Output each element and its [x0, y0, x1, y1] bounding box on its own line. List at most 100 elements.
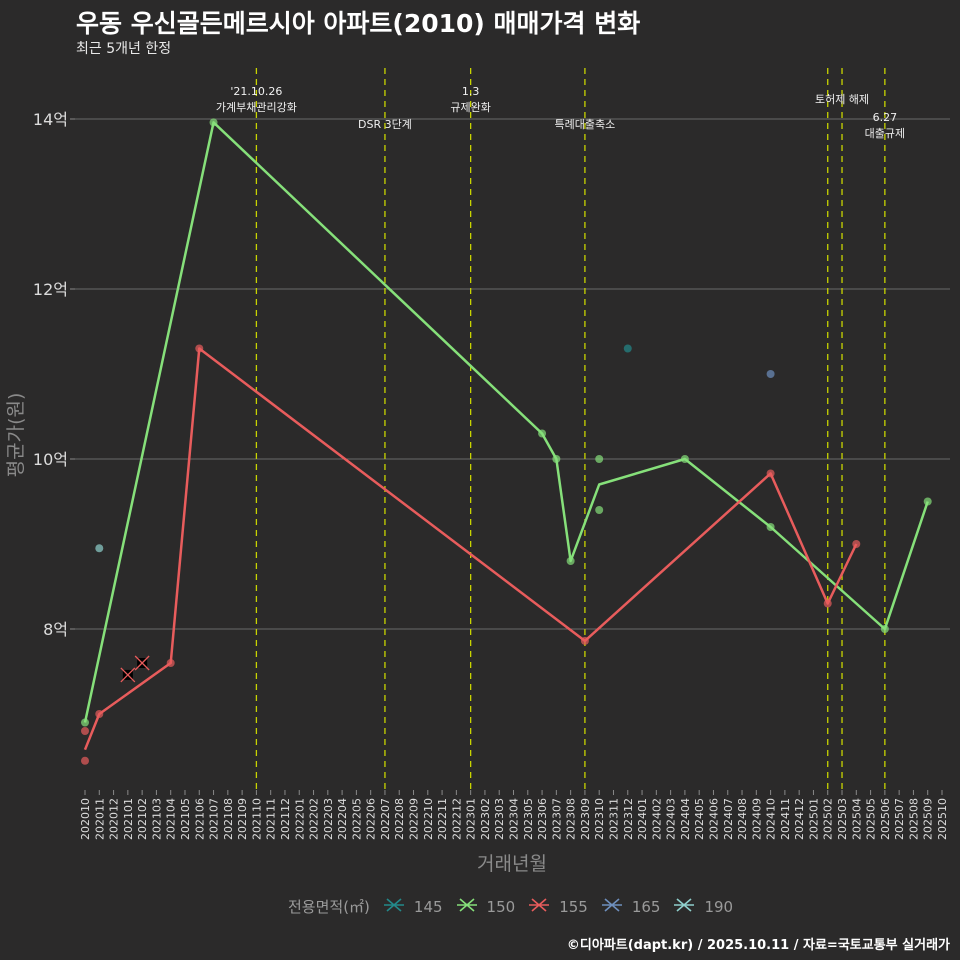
x-tick-label: 202302: [479, 798, 492, 840]
event-label: 6.27: [873, 111, 898, 124]
x-tick-label: 202502: [822, 798, 835, 840]
event-label: 토허제 해제: [815, 92, 869, 106]
cancelled-x: [134, 655, 150, 671]
x-tick-label: 202103: [150, 798, 163, 840]
x-tick-label: 202203: [322, 798, 335, 840]
cancelled-x: [120, 667, 136, 683]
legend-item-145: 145: [382, 897, 443, 917]
event-label: 1.3: [462, 85, 480, 98]
data-point-155: [766, 469, 775, 478]
data-point-190: [95, 544, 104, 553]
x-tick-label: 202407: [722, 798, 735, 840]
x-tick-label: 202110: [250, 798, 263, 840]
x-tick-label: 202305: [522, 798, 535, 840]
x-tick-label: 202108: [222, 798, 235, 840]
x-tick-label: 202301: [465, 798, 478, 840]
x-tick-label: 202403: [665, 798, 678, 840]
x-tick-label: 202406: [707, 798, 720, 840]
x-tick-label: 202208: [393, 798, 406, 840]
event-label: DSR 3단계: [358, 118, 412, 131]
data-point-155: [81, 756, 89, 765]
x-tick-label: 202109: [236, 798, 249, 840]
x-tick-label: 202410: [765, 798, 778, 840]
data-point-150: [81, 718, 89, 727]
data-point-150: [595, 455, 604, 463]
event-label: '21.10.26: [230, 85, 282, 98]
x-tick-label: 202308: [565, 798, 578, 840]
x-tick-label: 202510: [936, 798, 949, 840]
x-axis-title: 거래년월: [477, 853, 547, 875]
x-tick-label: 202503: [836, 798, 849, 840]
x-tick-label: 202111: [265, 798, 278, 840]
y-tick-label: 8억: [43, 620, 68, 639]
x-tick-label: 202102: [136, 798, 149, 840]
data-point-155: [580, 636, 589, 645]
legend-item-150: 150: [455, 897, 516, 917]
x-tick-label: 202107: [208, 798, 221, 840]
data-point-155: [823, 599, 832, 608]
legend-key-icon: [672, 897, 696, 917]
legend-item-165: 165: [600, 897, 660, 917]
x-tick-label: 202311: [607, 798, 620, 840]
x-tick-label: 202206: [365, 798, 378, 840]
x-tick-label: 202405: [693, 798, 706, 840]
data-point-165: [766, 370, 775, 378]
series-line-155: [83, 347, 858, 751]
x-tick-label: 202106: [193, 798, 206, 840]
x-tick-label: 202409: [750, 798, 763, 840]
legend-label: 190: [704, 897, 734, 916]
x-tick-label: 202101: [122, 798, 135, 840]
legend-key-icon: [527, 897, 551, 917]
x-tick-label: 202309: [579, 798, 592, 840]
x-tick-label: 202312: [622, 798, 635, 840]
x-tick-label: 202501: [807, 798, 820, 840]
x-tick-label: 202201: [293, 798, 306, 840]
x-tick-label: 202010: [79, 798, 92, 840]
x-tick-label: 202508: [907, 798, 920, 840]
legend-label: 145: [413, 897, 443, 916]
x-tick-label: 202505: [865, 798, 878, 840]
x-tick-label: 202209: [408, 798, 421, 840]
data-point-150: [880, 625, 889, 633]
data-point-150: [209, 118, 218, 127]
data-point-150: [766, 523, 775, 531]
data-point-150: [923, 497, 932, 506]
event-label: 특례대출축소: [555, 118, 616, 131]
x-tick-label: 202105: [179, 798, 192, 840]
y-tick-label: 10억: [33, 450, 68, 469]
x-tick-label: 202205: [350, 798, 363, 840]
data-point-150: [680, 455, 689, 463]
y-axis-title: 평균가(원): [5, 393, 27, 478]
legend-label: 150: [486, 897, 516, 916]
x-tick-label: 202401: [636, 798, 649, 840]
x-tick-label: 202207: [379, 798, 392, 840]
x-tick-label: 202506: [879, 798, 892, 840]
x-tick-label: 202504: [850, 798, 863, 840]
legend-item-190: 190: [672, 897, 733, 917]
legend-key-icon: [600, 897, 624, 917]
legend-key-icon: [455, 897, 479, 917]
event-label: 규제완화: [450, 101, 490, 114]
x-tick-label: 202303: [493, 798, 506, 840]
source-caption: ©디아파트(dapt.kr) / 2025.10.11 / 자료=국토교통부 실…: [566, 938, 950, 953]
x-tick-label: 202104: [165, 798, 178, 840]
event-label: 가계부채관리강화: [216, 101, 297, 114]
chart-subtitle: 최근 5개년 한정: [76, 41, 172, 57]
data-point-150: [566, 557, 575, 565]
data-point-155: [81, 727, 89, 735]
x-tick-label: 202412: [793, 798, 806, 840]
x-tick-label: 202112: [279, 798, 292, 840]
legend-key-icon: [382, 897, 406, 917]
x-tick-label: 202306: [536, 798, 549, 840]
x-tick-label: 202408: [736, 798, 749, 840]
legend-title: 전용면적(㎡): [288, 898, 370, 916]
x-tick-label: 202307: [550, 798, 563, 840]
x-tick-label: 202402: [650, 798, 663, 840]
data-point-155: [195, 344, 204, 353]
event-label: 대출규제: [865, 127, 905, 140]
y-tick-label: 12억: [33, 280, 68, 299]
data-point-150: [595, 506, 604, 514]
data-point-145: [623, 344, 632, 353]
x-tick-label: 202011: [93, 798, 106, 840]
data-point-150: [538, 429, 547, 438]
